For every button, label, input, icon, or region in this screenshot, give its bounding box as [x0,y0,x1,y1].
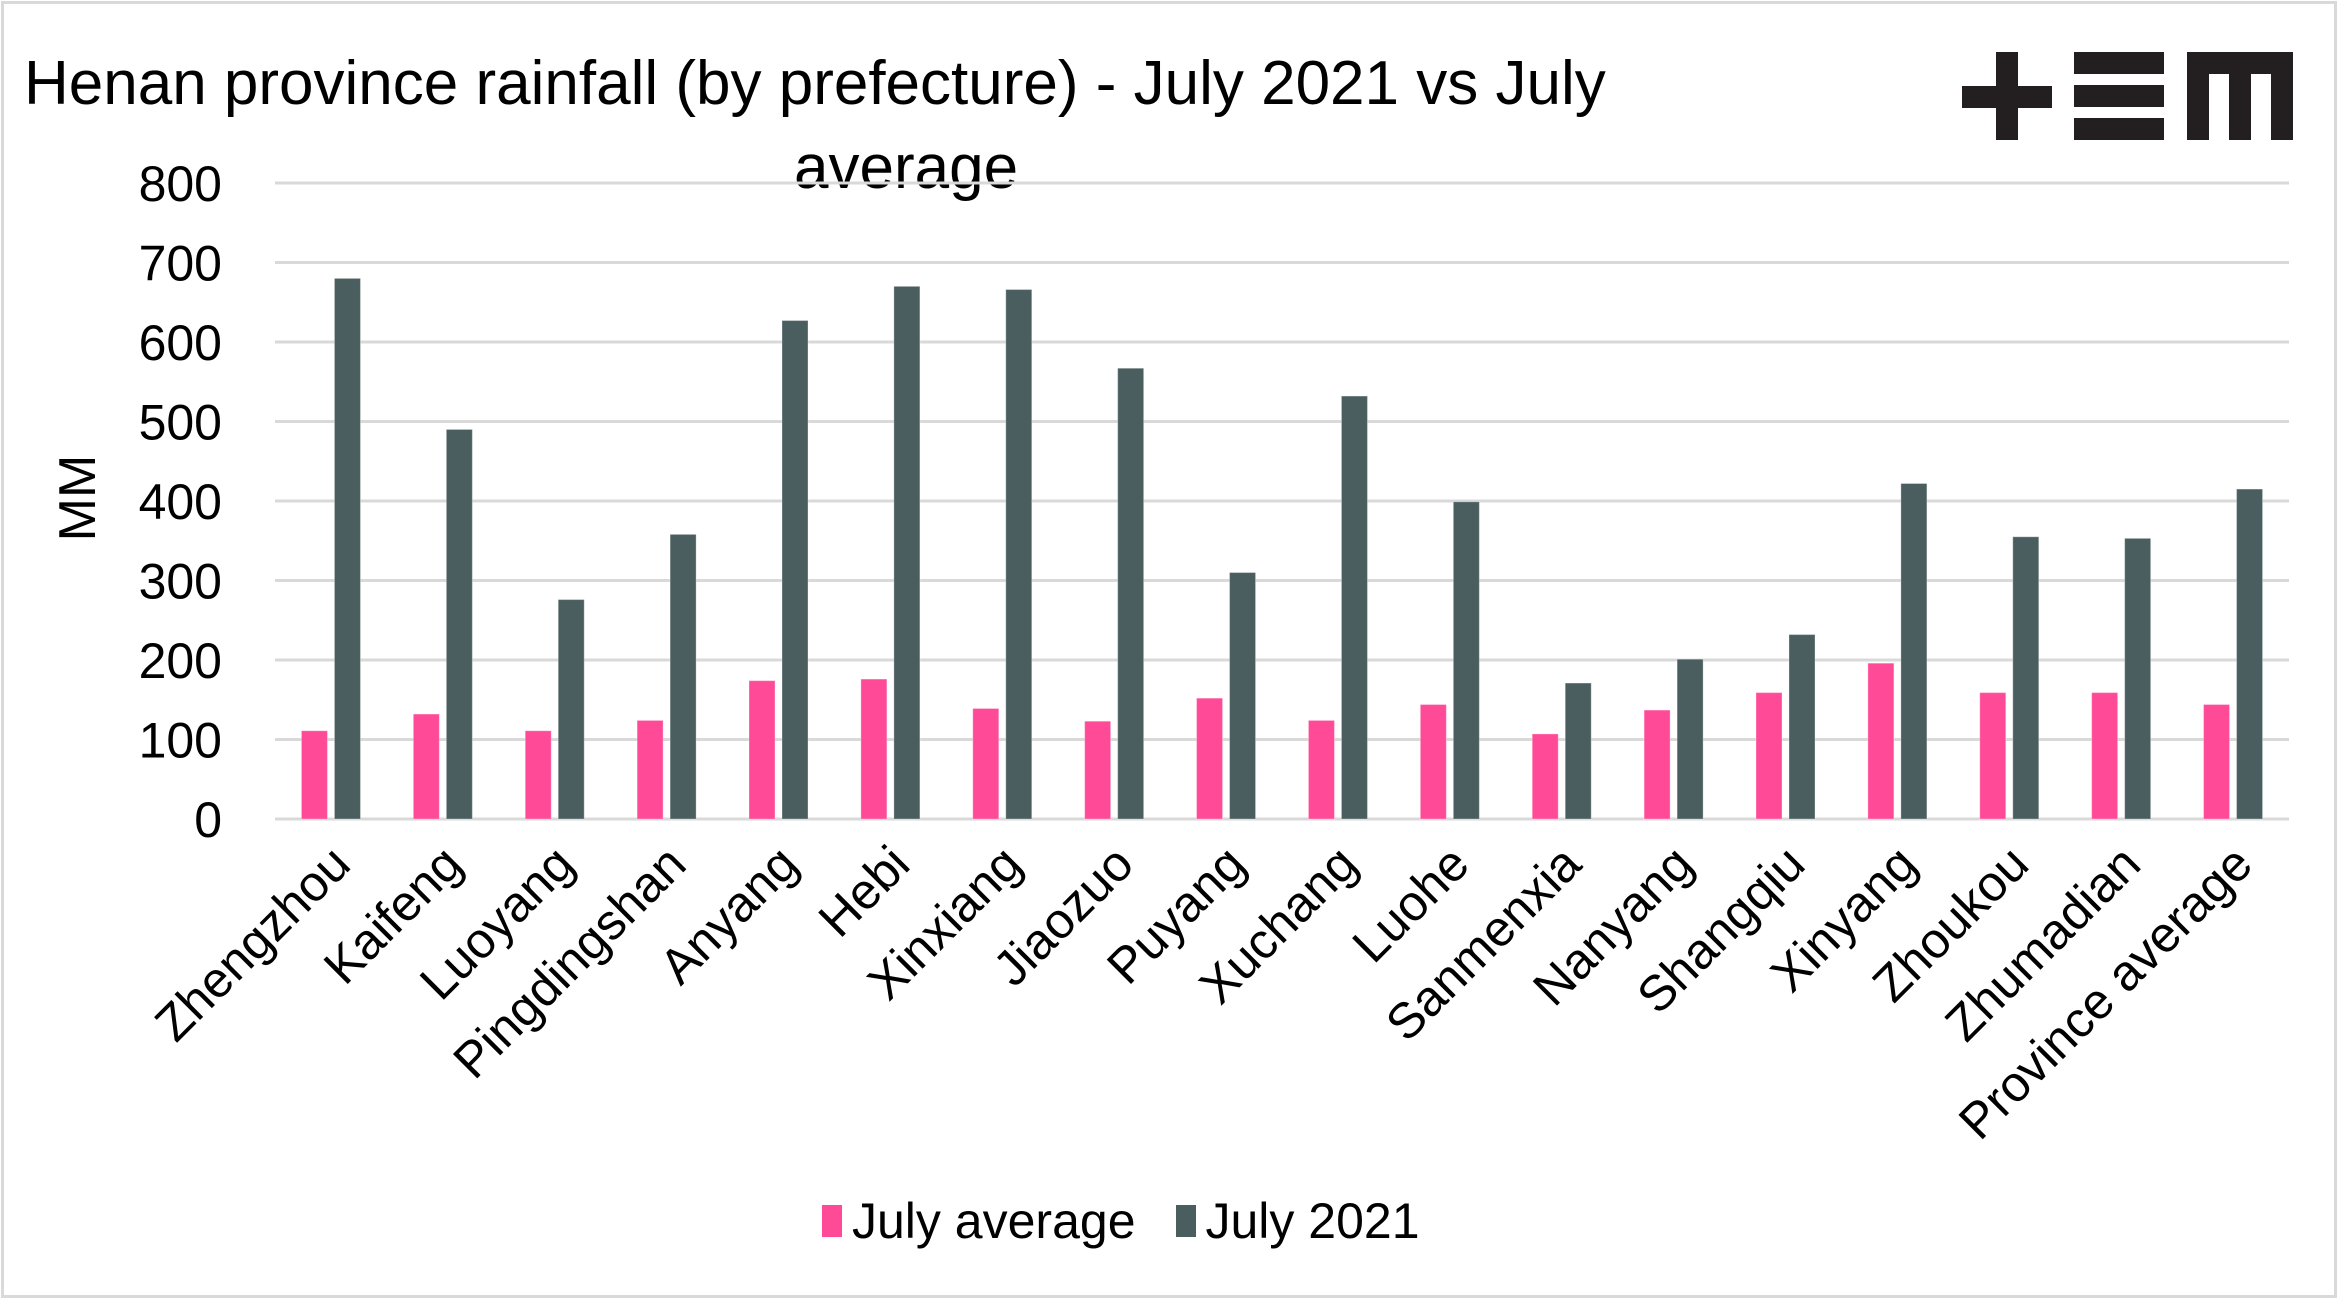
bar-july-2021 [781,320,809,820]
bar-july-average [2091,692,2119,820]
y-tick-label: 700 [139,236,222,292]
chart-title: Henan province rainfall (by prefecture) … [24,42,1824,210]
legend-item-july-average[interactable]: July average [822,1192,1136,1250]
legend-label: July average [852,1193,1136,1249]
legend-swatch-july-average [822,1205,842,1237]
legend: July average July 2021 [822,1192,1460,1250]
bar-july-2021 [1452,501,1480,820]
bar-july-2021 [1229,572,1257,820]
em-logo-icon [1962,52,2293,140]
bar-july-average [1307,719,1335,820]
bar-july-average [1084,720,1112,820]
bar-july-average [524,730,552,820]
bar-july-2021 [669,533,697,820]
bar-july-2021 [333,277,361,820]
bar-july-2021 [1117,367,1145,820]
chart-title-line-2: average [794,133,1019,202]
y-tick-label: 200 [139,633,222,689]
bar-july-average [860,678,888,820]
y-tick-label: 800 [139,156,222,212]
bar-july-2021 [2236,488,2264,820]
y-tick-label: 100 [139,713,222,769]
bar-july-average [300,730,328,820]
y-tick-label: 400 [139,474,222,530]
legend-item-july-2021[interactable]: July 2021 [1175,1192,1420,1250]
bar-july-2021 [557,599,585,820]
bar-july-average [1196,697,1224,820]
bar-july-2021 [1900,483,1928,820]
bar-july-average [1531,733,1559,820]
bar-july-average [748,680,776,820]
bar-july-average [1419,704,1447,820]
y-tick-label: 600 [139,315,222,371]
y-tick-label: 300 [139,554,222,610]
bar-july-2021 [1788,634,1816,820]
y-axis-label: MM [49,455,107,542]
bar-july-average [636,719,664,820]
bar-july-2021 [1564,682,1592,820]
bar-july-average [1867,662,1895,820]
legend-label: July 2021 [1205,1193,1420,1249]
bar-july-2021 [2012,536,2040,820]
bar-july-average [972,707,1000,820]
bar-july-2021 [1005,289,1033,820]
bar-july-average [1979,692,2007,820]
chart-title-line-1: Henan province rainfall (by prefecture) … [24,49,1606,118]
bar-july-average [1643,709,1671,820]
bar-july-2021 [893,285,921,820]
bar-july-2021 [445,428,473,820]
bar-july-average [412,713,440,820]
bar-july-2021 [1340,395,1368,820]
bar-july-average [2203,704,2231,820]
y-tick-label: 500 [139,395,222,451]
y-tick-label: 0 [194,792,222,848]
bar-july-2021 [2124,537,2152,820]
bar-july-average [1755,692,1783,820]
bar-july-2021 [1676,658,1704,820]
legend-swatch-july-2021 [1175,1205,1196,1237]
